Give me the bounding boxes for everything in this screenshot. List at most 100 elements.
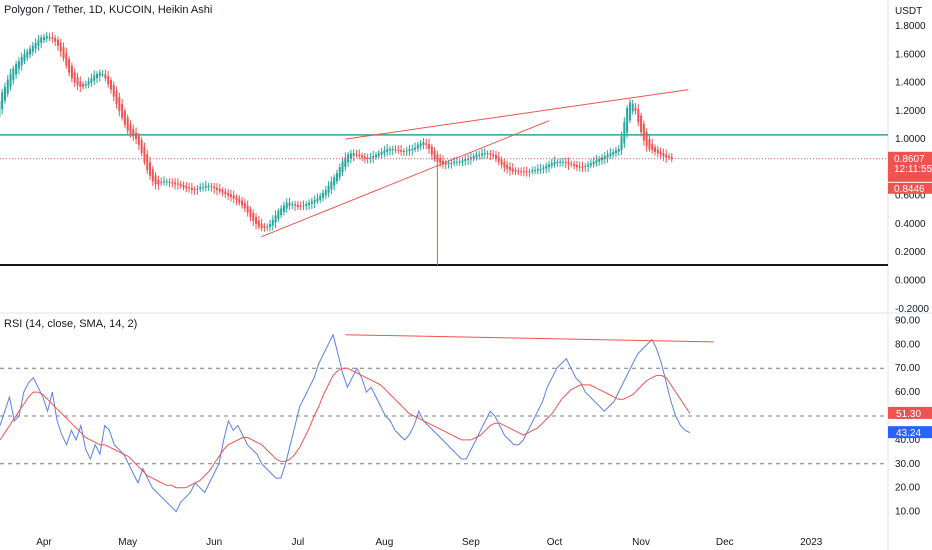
- candle-body: [179, 183, 182, 186]
- candle-body: [123, 110, 126, 125]
- candle-body: [430, 146, 433, 155]
- candle-body: [483, 153, 486, 155]
- time-tick-label: May: [118, 537, 137, 548]
- candle-body: [458, 161, 461, 163]
- candle-body: [361, 155, 364, 158]
- candle-body: [90, 78, 93, 83]
- candle-body: [313, 199, 316, 203]
- candle-body: [589, 163, 592, 166]
- rsi-ma-badge: [888, 406, 932, 419]
- rsi-ma-label: 51.30: [896, 409, 921, 420]
- time-tick-label: 2023: [800, 537, 823, 548]
- candle-body: [115, 90, 118, 104]
- candle-body: [107, 76, 110, 84]
- candle-body: [291, 204, 294, 206]
- candle-body: [12, 68, 15, 81]
- candle-body: [620, 136, 623, 151]
- candle-body: [422, 141, 425, 145]
- candle-body: [48, 37, 51, 39]
- candle-body: [405, 150, 408, 152]
- lower-wedge-line: [261, 120, 550, 238]
- candle-body: [391, 148, 394, 150]
- candle-body: [375, 154, 378, 157]
- candle-body: [40, 37, 43, 43]
- rsi-tick-label: 30.00: [895, 459, 920, 470]
- candle-body: [213, 186, 216, 189]
- candle-body: [98, 72, 101, 77]
- candle-body: [662, 153, 665, 157]
- candle-body: [162, 181, 165, 183]
- candle-body: [648, 139, 651, 149]
- candle-body: [20, 57, 23, 66]
- candle-body: [266, 226, 269, 228]
- candle-body: [416, 144, 419, 149]
- price-pane: [0, 31, 888, 266]
- candle-body: [592, 161, 595, 165]
- candle-body: [542, 167, 545, 170]
- rsi-tick-label: 90.00: [895, 315, 920, 326]
- candle-body: [207, 185, 210, 187]
- price-tick-label: 1.2000: [895, 106, 926, 117]
- candle-body: [221, 190, 224, 193]
- candle-body: [481, 153, 484, 156]
- candle-body: [447, 163, 450, 165]
- candle-body: [494, 155, 497, 159]
- candle-body: [335, 173, 338, 182]
- candle-body: [363, 156, 366, 159]
- candle-body: [380, 151, 383, 155]
- candle-body: [637, 109, 640, 123]
- candle-body: [341, 161, 344, 173]
- candle-body: [302, 205, 305, 207]
- candle-body: [263, 225, 266, 229]
- candle-body: [536, 168, 539, 171]
- candle-body: [257, 220, 260, 227]
- candle-body: [59, 42, 62, 52]
- rsi-pane: [0, 333, 888, 513]
- candle-body: [288, 202, 291, 206]
- candle-body: [528, 171, 531, 173]
- candle-body: [559, 161, 562, 163]
- time-tick-label: Jul: [291, 537, 304, 548]
- candle-body: [508, 166, 511, 171]
- rsi-tick-label: 40.00: [895, 435, 920, 446]
- candle-body: [202, 187, 205, 189]
- candle-body: [333, 177, 336, 186]
- candle-body: [218, 188, 221, 192]
- candle-body: [433, 150, 436, 159]
- candle-body: [511, 168, 514, 172]
- candle-body: [243, 203, 246, 209]
- candle-body: [126, 117, 129, 131]
- candle-body: [634, 107, 637, 111]
- candle-body: [280, 208, 283, 216]
- candle-body: [439, 158, 442, 164]
- candle-body: [472, 156, 475, 159]
- candle-body: [469, 157, 472, 160]
- candle-body: [584, 165, 587, 168]
- price-tick-label: 1.8000: [895, 21, 926, 32]
- candle-body: [595, 160, 598, 164]
- candle-body: [93, 75, 96, 81]
- candle-body: [453, 161, 456, 164]
- price-tick-label: 1.6000: [895, 49, 926, 60]
- candle-body: [73, 72, 76, 83]
- candle-body: [578, 166, 581, 168]
- time-tick-label: Apr: [36, 537, 52, 548]
- candle-body: [366, 157, 369, 159]
- candle-body: [651, 144, 654, 151]
- candle-body: [489, 153, 492, 155]
- time-tick-label: Dec: [716, 537, 734, 548]
- candle-body: [101, 74, 104, 76]
- candle-body: [486, 153, 489, 155]
- upper-wedge-line: [345, 89, 689, 140]
- candle-body: [129, 124, 132, 134]
- candle-body: [400, 150, 403, 152]
- chart-symbol-header: Polygon / Tether, 1D, KUCOIN, Heikin Ash…: [4, 4, 213, 16]
- candle-body: [157, 179, 160, 185]
- candle-body: [252, 213, 255, 222]
- candle-body: [411, 148, 414, 150]
- candle-body: [82, 84, 85, 87]
- candle-body: [268, 223, 271, 227]
- candle-body: [372, 156, 375, 158]
- candle-body: [154, 175, 157, 185]
